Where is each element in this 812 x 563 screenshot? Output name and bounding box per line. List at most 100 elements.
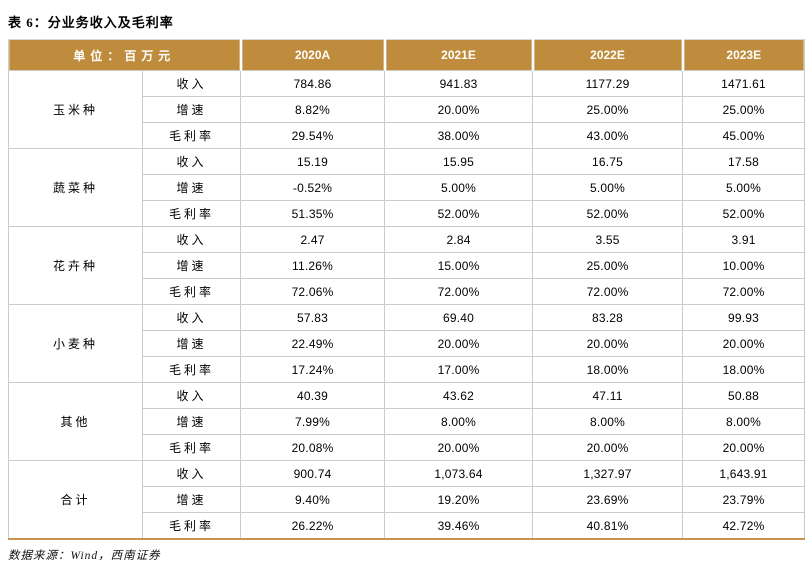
value-cell: 5.00%	[682, 174, 806, 201]
table-row: 蔬菜种 收入 15.19 15.95 16.75 17.58	[8, 148, 806, 227]
value-cell: 784.86	[240, 70, 386, 97]
value-cell: 42.72%	[682, 512, 806, 540]
metric-cell: 增速	[141, 252, 242, 279]
metric-cell: 收入	[141, 226, 242, 253]
value-cell: 941.83	[384, 70, 534, 97]
table-header-row: 单位：百万元 2020A 2021E 2022E 2023E	[8, 39, 805, 71]
value-cell: 40.81%	[532, 512, 684, 540]
metric-cell: 收入	[141, 382, 242, 409]
value-cell: 20.00%	[682, 434, 806, 461]
table-row: 增速 -0.52% 5.00% 5.00% 5.00%	[9, 174, 806, 201]
table-row: 毛利率 72.06% 72.00% 72.00% 72.00%	[9, 278, 806, 305]
year-header-cell: 2020A	[239, 39, 385, 71]
value-cell: 8.00%	[682, 408, 806, 435]
value-cell: 72.00%	[384, 278, 534, 305]
value-cell: 10.00%	[682, 252, 806, 279]
value-cell: 11.26%	[240, 252, 386, 279]
table-row: 花卉种 收入 2.47 2.84 3.55 3.91	[8, 226, 806, 305]
value-cell: 29.54%	[240, 122, 386, 149]
value-cell: 17.58	[682, 148, 806, 175]
metric-cell: 收入	[141, 148, 242, 175]
group-label-cell: 小麦种	[8, 304, 143, 383]
value-cell: 72.00%	[532, 278, 684, 305]
value-cell: 57.83	[240, 304, 386, 331]
value-cell: 43.00%	[532, 122, 684, 149]
table-row: 增速 8.82% 20.00% 25.00% 25.00%	[9, 96, 806, 123]
value-cell: 15.95	[384, 148, 534, 175]
value-cell: 18.00%	[682, 356, 806, 383]
metric-cell: 毛利率	[141, 200, 242, 227]
value-cell: 20.00%	[682, 330, 806, 357]
table-row: 毛利率 29.54% 38.00% 43.00% 45.00%	[9, 122, 806, 149]
value-cell: 3.55	[532, 226, 684, 253]
year-header-cell: 2022E	[531, 39, 683, 71]
value-cell: 1,327.97	[532, 460, 684, 487]
value-cell: 23.79%	[682, 486, 806, 513]
table-row: 毛利率 26.22% 39.46% 40.81% 42.72%	[9, 512, 806, 540]
table-row: 毛利率 17.24% 17.00% 18.00% 18.00%	[9, 356, 806, 383]
metric-cell: 增速	[141, 330, 242, 357]
value-cell: 20.08%	[240, 434, 386, 461]
value-cell: 18.00%	[532, 356, 684, 383]
group-label-cell: 合计	[8, 460, 143, 540]
value-cell: 51.35%	[240, 200, 386, 227]
value-cell: 40.39	[240, 382, 386, 409]
value-cell: 1,643.91	[682, 460, 806, 487]
value-cell: 38.00%	[384, 122, 534, 149]
value-cell: 16.75	[532, 148, 684, 175]
table-row: 小麦种 收入 57.83 69.40 83.28 99.93	[8, 304, 806, 383]
metric-cell: 收入	[141, 460, 242, 487]
value-cell: 17.00%	[384, 356, 534, 383]
unit-header-cell: 单位：百万元	[8, 39, 241, 71]
value-cell: 19.20%	[384, 486, 534, 513]
value-cell: 15.19	[240, 148, 386, 175]
value-cell: 17.24%	[240, 356, 386, 383]
table-row: 增速 9.40% 19.20% 23.69% 23.79%	[9, 486, 806, 513]
value-cell: 8.00%	[532, 408, 684, 435]
group-label-cell: 其他	[8, 382, 143, 461]
value-cell: 2.84	[384, 226, 534, 253]
value-cell: 25.00%	[682, 96, 806, 123]
value-cell: 50.88	[682, 382, 806, 409]
table-row: 其他 收入 40.39 43.62 47.11 50.88	[8, 382, 806, 461]
value-cell: 72.06%	[240, 278, 386, 305]
value-cell: 8.82%	[240, 96, 386, 123]
table-row: 毛利率 51.35% 52.00% 52.00% 52.00%	[9, 200, 806, 227]
metric-cell: 毛利率	[141, 512, 242, 540]
value-cell: 25.00%	[532, 96, 684, 123]
value-cell: 3.91	[682, 226, 806, 253]
value-cell: 20.00%	[384, 434, 534, 461]
value-cell: 7.99%	[240, 408, 386, 435]
value-cell: 8.00%	[384, 408, 534, 435]
metric-cell: 毛利率	[141, 434, 242, 461]
metric-cell: 增速	[141, 408, 242, 435]
year-header-cell: 2021E	[383, 39, 533, 71]
value-cell: 52.00%	[532, 200, 684, 227]
value-cell: 20.00%	[532, 330, 684, 357]
value-cell: 25.00%	[532, 252, 684, 279]
value-cell: 5.00%	[532, 174, 684, 201]
value-cell: 22.49%	[240, 330, 386, 357]
value-cell: 47.11	[532, 382, 684, 409]
metric-cell: 毛利率	[141, 356, 242, 383]
value-cell: 39.46%	[384, 512, 534, 540]
value-cell: 1177.29	[532, 70, 684, 97]
metric-cell: 毛利率	[141, 122, 242, 149]
metric-cell: 收入	[141, 70, 242, 97]
value-cell: 1471.61	[682, 70, 806, 97]
value-cell: 52.00%	[682, 200, 806, 227]
table-row: 增速 11.26% 15.00% 25.00% 10.00%	[9, 252, 806, 279]
value-cell: 1,073.64	[384, 460, 534, 487]
data-source-note: 数据来源：Wind，西南证券	[8, 550, 161, 562]
value-cell: 99.93	[682, 304, 806, 331]
value-cell: 20.00%	[532, 434, 684, 461]
table-row: 增速 22.49% 20.00% 20.00% 20.00%	[9, 330, 806, 357]
value-cell: 23.69%	[532, 486, 684, 513]
value-cell: 20.00%	[384, 330, 534, 357]
value-cell: 20.00%	[384, 96, 534, 123]
year-header-cell: 2023E	[681, 39, 805, 71]
value-cell: -0.52%	[240, 174, 386, 201]
group-label-cell: 花卉种	[8, 226, 143, 305]
value-cell: 2.47	[240, 226, 386, 253]
value-cell: 45.00%	[682, 122, 806, 149]
